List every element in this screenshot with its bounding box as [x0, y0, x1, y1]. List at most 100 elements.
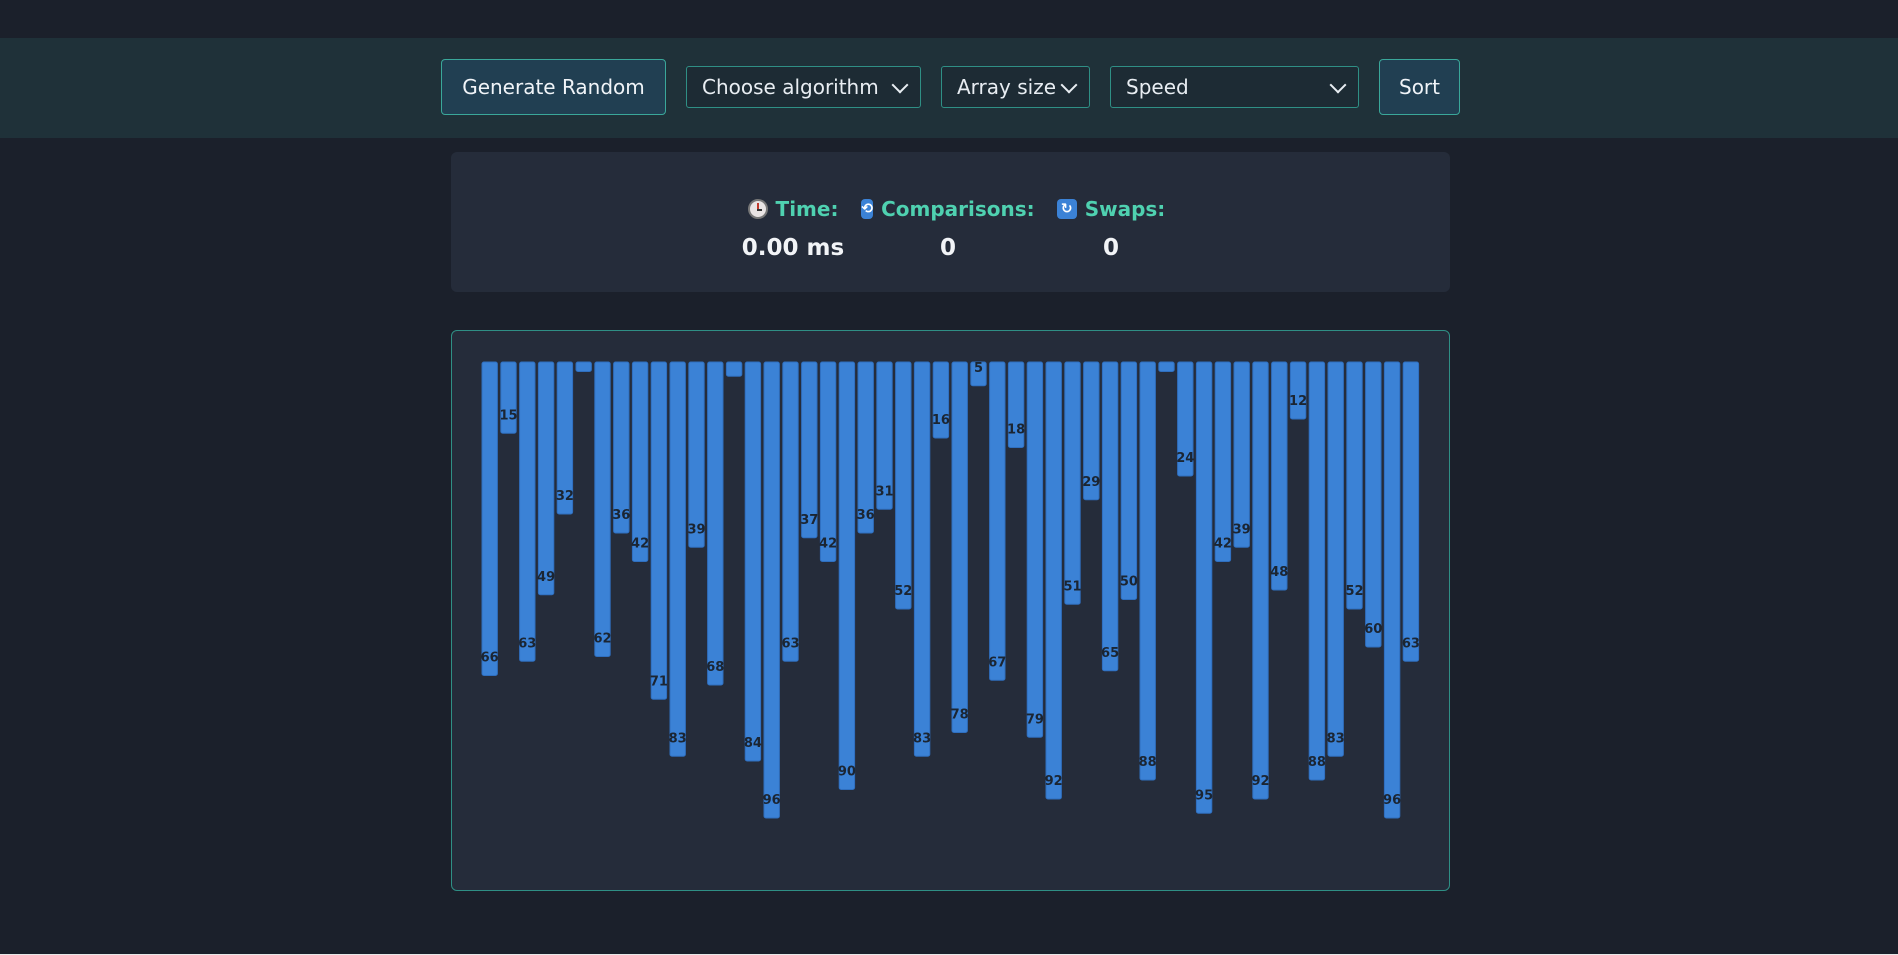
array-visualizer: 66 15 63 49 32 62 36 42 71 83 39 68 84 96 63 37 42 90 36 31… — [451, 330, 1450, 891]
bar-value-label: 32 — [556, 489, 574, 504]
array-bar — [1308, 361, 1326, 781]
stats-panel: Time: 0.00 ms ⟲ Comparisons: 0 ↻ Swaps: … — [451, 152, 1450, 292]
speed-select[interactable]: Speed — [1110, 66, 1359, 108]
comparisons-stat: ⟲ Comparisons: 0 — [861, 197, 1035, 261]
bar-value-label: 78 — [951, 708, 969, 723]
array-bar — [819, 361, 837, 562]
array-size-select[interactable]: Array size — [941, 66, 1090, 108]
repeat-icon: ⟲ — [861, 199, 874, 219]
bar-value-label: 92 — [1045, 774, 1063, 789]
generate-random-button[interactable]: Generate Random — [441, 59, 666, 115]
bar-value-label: 36 — [612, 508, 630, 523]
array-bar — [1346, 361, 1363, 610]
bar-value-label: 65 — [1101, 646, 1119, 661]
bar-value-label: 92 — [1251, 774, 1269, 789]
array-bar — [913, 361, 931, 757]
array-bar — [1007, 361, 1025, 448]
array-bar — [970, 361, 987, 387]
array-bar — [537, 361, 555, 596]
bar-value-label: 96 — [1383, 793, 1401, 808]
array-bar — [989, 361, 1006, 681]
bar-value-label: 36 — [857, 508, 875, 523]
bar-value-label: 42 — [631, 537, 649, 552]
array-bar — [876, 361, 893, 510]
bar-value-label: 16 — [932, 413, 950, 428]
bar-value-label: 96 — [763, 793, 781, 808]
time-value: 0.00 ms — [741, 235, 845, 261]
array-bar — [481, 361, 498, 676]
bar-value-label: 48 — [1270, 565, 1288, 580]
bar-value-label: 51 — [1063, 579, 1081, 594]
comparisons-value: 0 — [939, 235, 956, 261]
bar-value-label: 62 — [593, 632, 611, 647]
bar-value-label: 49 — [537, 570, 555, 585]
bar-value-label: 66 — [481, 651, 499, 666]
bar-value-label: 88 — [1308, 755, 1326, 770]
bar-value-label: 42 — [819, 537, 837, 552]
array-bar — [744, 361, 762, 762]
array-bar — [613, 361, 630, 534]
swaps-value: 0 — [1102, 235, 1119, 261]
bar-value-label: 12 — [1289, 394, 1307, 409]
bar-value-label: 88 — [1139, 755, 1157, 770]
algorithm-select[interactable]: Choose algorithm — [686, 66, 921, 108]
array-bar — [838, 361, 856, 790]
algorithm-select-label: Choose algorithm — [702, 75, 879, 99]
array-bar — [1214, 361, 1232, 562]
array-bar — [1083, 361, 1100, 501]
bar-value-label: 71 — [650, 674, 668, 689]
bar-value-label: 5 — [974, 361, 983, 376]
array-bar — [500, 361, 517, 434]
array-bar — [650, 361, 668, 700]
array-bar — [951, 361, 968, 733]
bar-value-label: 42 — [1214, 537, 1232, 552]
chevron-down-icon — [1329, 76, 1347, 94]
bar-value-label: 18 — [1007, 423, 1025, 438]
bar-value-label: 63 — [781, 636, 799, 651]
time-stat: Time: 0.00 ms — [738, 197, 848, 261]
array-bar — [594, 361, 611, 657]
array-size-select-label: Array size — [957, 75, 1057, 99]
bar-value-label: 83 — [913, 731, 931, 746]
bar-value-label: 84 — [744, 736, 762, 751]
array-bar — [1402, 361, 1420, 662]
array-bar — [763, 361, 780, 819]
bar-value-label: 52 — [894, 584, 912, 599]
sort-button[interactable]: Sort — [1379, 59, 1460, 115]
speed-select-label: Speed — [1126, 75, 1189, 99]
chevron-down-icon — [1060, 76, 1078, 94]
bar-value-label: 90 — [838, 765, 856, 780]
array-bar — [1045, 361, 1062, 800]
array-bar — [1327, 361, 1344, 757]
clock-icon — [747, 199, 768, 219]
array-bar — [782, 361, 799, 662]
swaps-stat: ↻ Swaps: 0 — [1056, 197, 1166, 261]
array-bar — [1195, 361, 1213, 814]
bar-value-label: 37 — [800, 513, 818, 528]
array-bar — [1289, 361, 1307, 420]
bar-value-label: 15 — [499, 408, 517, 423]
bar-value-label: 95 — [1195, 788, 1213, 803]
array-bar — [1233, 361, 1250, 548]
chevron-down-icon — [891, 76, 909, 94]
array-bar — [1101, 361, 1119, 672]
bar-value-label: 31 — [875, 484, 893, 499]
time-label: Time: — [775, 197, 839, 221]
bar-value-label: 24 — [1176, 451, 1194, 466]
array-bar — [669, 361, 686, 757]
bar-value-label: 39 — [687, 522, 705, 537]
toolbar: Generate Random Choose algorithm Array s… — [0, 38, 1898, 138]
array-bar — [1026, 361, 1044, 738]
array-bar — [519, 361, 536, 662]
array-bar — [857, 361, 874, 534]
array-bar — [895, 361, 912, 610]
array-bar — [688, 361, 705, 548]
array-bar — [1064, 361, 1081, 605]
array-bar — [556, 361, 574, 515]
array-bar — [1158, 361, 1175, 372]
bar-value-label: 39 — [1233, 522, 1251, 537]
comparisons-label: Comparisons: — [881, 197, 1035, 221]
bar-value-label: 79 — [1026, 712, 1044, 727]
bar-value-label: 63 — [518, 636, 536, 651]
array-bar — [1252, 361, 1269, 800]
